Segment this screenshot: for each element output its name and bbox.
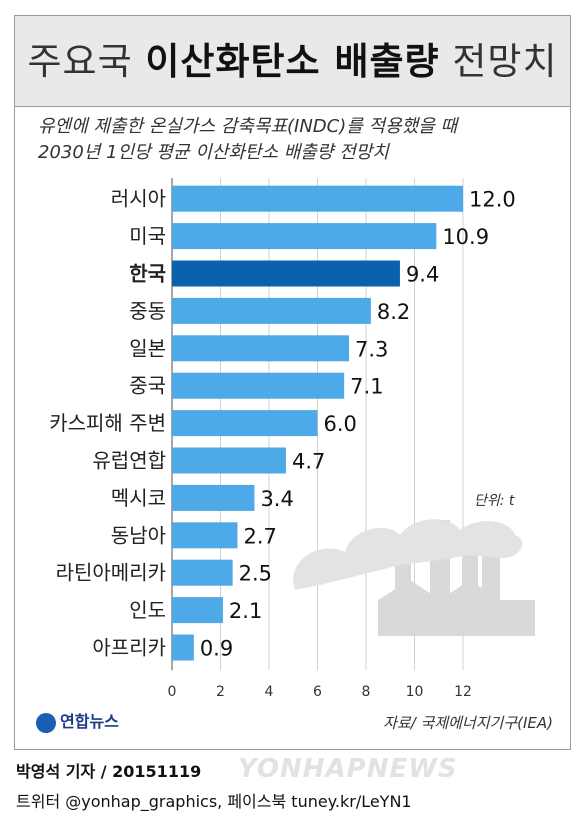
bars (172, 185, 463, 661)
subtitle-line-1: 유엔에 제출한 온실가스 감축목표(INDC)를 적용했을 때 (38, 116, 458, 137)
x-tick-labels: 0 2 4 6 8 10 12 (168, 684, 472, 700)
unit-label: 단위: t (474, 493, 515, 509)
value-label-6: 6.0 (324, 412, 357, 436)
category-label-4: 일본 (129, 336, 166, 360)
source-note: 자료/ 국제에너지기구(IEA) (383, 714, 553, 732)
x-tick-label: 10 (406, 684, 424, 700)
category-label-10: 라틴아메리카 (56, 561, 166, 585)
x-tick-label: 4 (265, 684, 274, 700)
value-label-2: 9.4 (406, 263, 439, 287)
value-label-3: 8.2 (377, 300, 410, 324)
value-label-9: 2.7 (243, 524, 276, 548)
bar-5 (172, 372, 345, 399)
category-label-8: 멕시코 (111, 486, 166, 510)
value-label-1: 10.9 (442, 225, 489, 249)
bar-10 (172, 559, 233, 586)
x-tick-label: 2 (216, 684, 225, 700)
factory-icon (293, 519, 535, 636)
bar-1 (172, 223, 437, 250)
credit-line-1: 박영석 기자 / 20151119 (16, 762, 202, 781)
value-label-10: 2.5 (239, 562, 272, 586)
title-suffix: 전망치 (452, 40, 558, 83)
value-label-7: 4.7 (292, 450, 325, 474)
category-label-3: 중동 (129, 299, 166, 323)
category-label-1: 미국 (129, 224, 166, 248)
category-label-11: 인도 (129, 598, 166, 622)
value-label-4: 7.3 (355, 337, 388, 361)
yonhap-logo-icon (36, 712, 56, 733)
credit-line-2: 트위터 @yonhap_graphics, 페이스북 tuney.kr/LeYN… (16, 792, 412, 811)
page-title: 주요국 이산화탄소 배출량 전망치 (14, 15, 571, 107)
bar-2 (172, 260, 400, 287)
category-label-5: 중국 (129, 374, 166, 398)
value-label-5: 7.1 (350, 375, 383, 399)
category-label-9: 동남아 (111, 523, 166, 547)
bar-7 (172, 447, 286, 474)
bar-0 (172, 185, 463, 212)
category-label-12: 아프리카 (92, 636, 166, 660)
title-prefix: 주요국 (27, 40, 133, 83)
category-label-2: 한국 (129, 262, 166, 286)
value-label-0: 12.0 (469, 188, 516, 212)
bar-3 (172, 297, 371, 324)
subtitle-line-2: 2030년 1인당 평균 이산화탄소 배출량 전망치 (38, 142, 389, 163)
x-tick-label: 8 (362, 684, 371, 700)
bar-9 (172, 522, 238, 549)
bar-8 (172, 484, 255, 511)
title-bold: 이산화탄소 배출량 (145, 40, 440, 83)
category-label-7: 유럽연합 (92, 449, 166, 473)
logo-text: 연합뉴스 (60, 712, 119, 731)
watermark: YONHAPNEWS (238, 754, 458, 784)
bar-12 (172, 634, 194, 661)
value-labels: 12.0 10.99.4 8.2 7.3 7.1 6.0 4.7 3.4 2.7 2.5 2.1 0.… (200, 188, 516, 661)
x-tick-label: 12 (454, 684, 472, 700)
category-label-6: 카스피해 주변 (49, 411, 166, 435)
value-label-11: 2.1 (229, 599, 262, 623)
yonhap-logo: 연합뉴스 (36, 708, 119, 733)
value-label-12: 0.9 (200, 637, 233, 661)
value-label-8: 3.4 (260, 487, 293, 511)
x-tick-label: 0 (168, 684, 177, 700)
bar-11 (172, 597, 223, 624)
category-label-0: 러시아 (111, 187, 166, 211)
x-tick-label: 6 (313, 684, 322, 700)
bar-4 (172, 335, 350, 362)
bar-6 (172, 410, 318, 437)
